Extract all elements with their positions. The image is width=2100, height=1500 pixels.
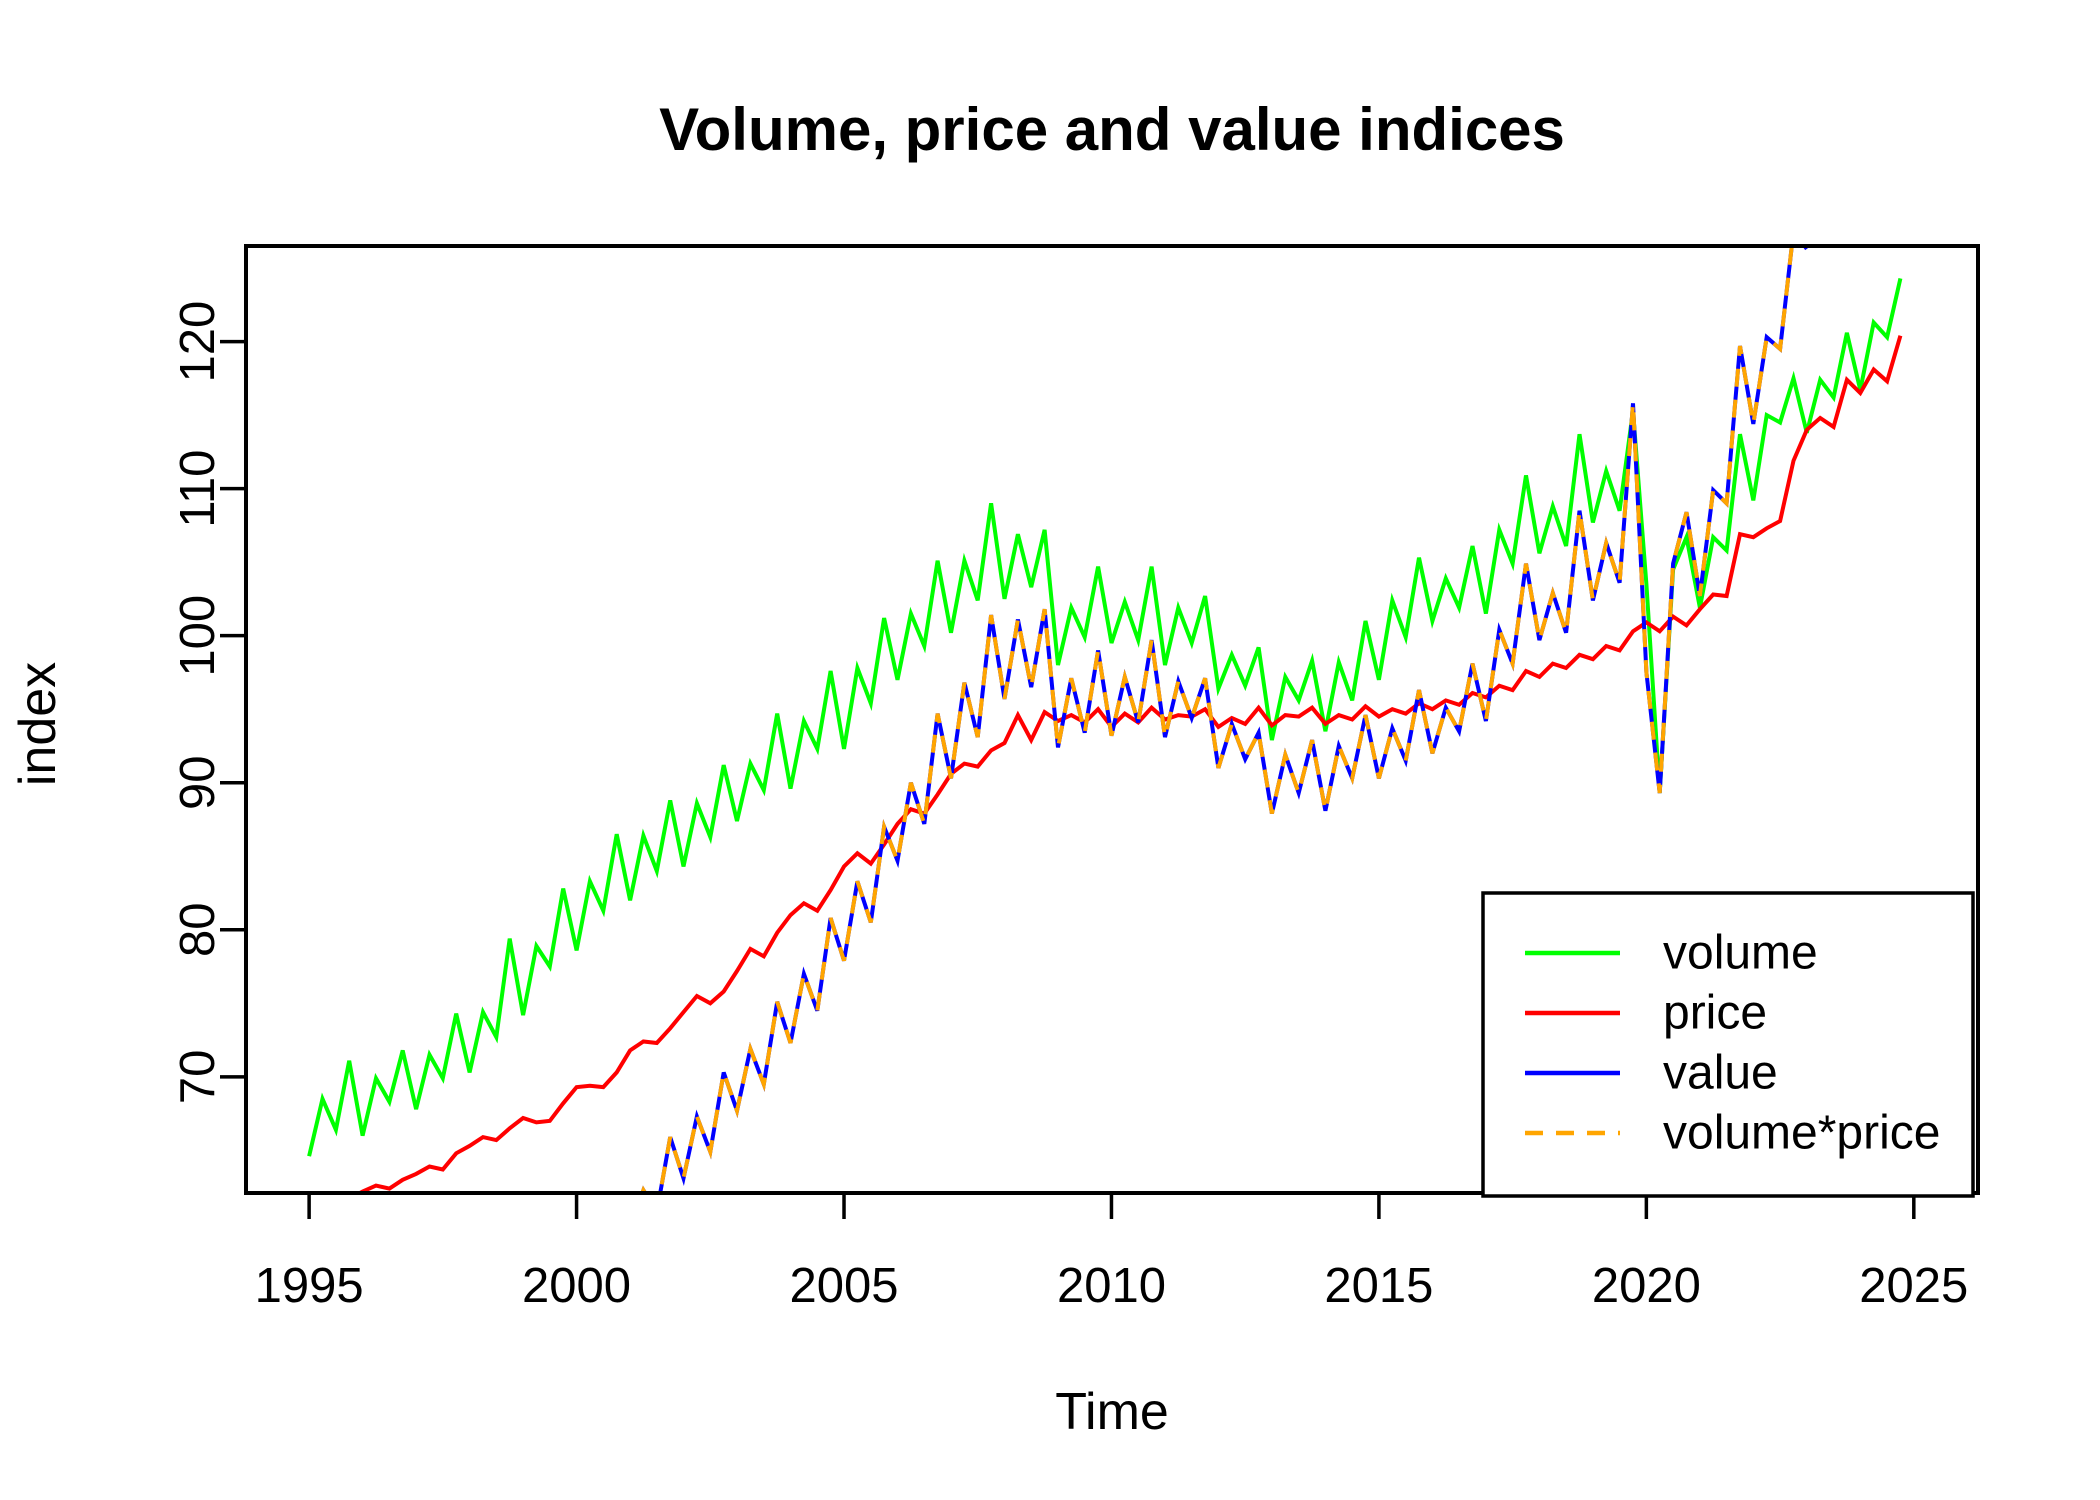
- y-axis-tick-label: 80: [171, 903, 225, 958]
- legend-label: value: [1663, 1047, 1778, 1100]
- legend-label: price: [1663, 987, 1767, 1040]
- x-axis-tick-label: 2015: [1324, 1259, 1433, 1313]
- series-line-price: [355, 335, 1903, 1193]
- x-axis-tick-label: 1995: [255, 1259, 364, 1313]
- legend-box: [1481, 891, 1975, 1198]
- y-axis-tick-label: 70: [171, 1050, 225, 1105]
- x-axis-tick-label: 2020: [1592, 1259, 1701, 1313]
- x-axis-tick-label: 2025: [1859, 1259, 1968, 1313]
- y-axis-tick-label: 100: [171, 595, 225, 677]
- series-line-volume-price: [640, 246, 1809, 1193]
- chart-title: Volume, price and value indices: [659, 96, 1565, 163]
- y-axis-tick-label: 120: [171, 301, 225, 383]
- x-axis-title: Time: [1055, 1383, 1169, 1441]
- y-axis-tick-label: 110: [171, 450, 225, 528]
- legend-label: volume: [1663, 927, 1818, 980]
- y-axis-tick-label: 90: [171, 755, 225, 810]
- x-axis-tick-label: 2010: [1057, 1259, 1166, 1313]
- x-axis-tick-label: 2005: [790, 1259, 899, 1313]
- plot-frame: [244, 244, 1980, 1195]
- legend-label: volume*price: [1663, 1107, 1940, 1160]
- series-lines: [307, 246, 1903, 1193]
- x-axis-tick-label: 2000: [522, 1259, 631, 1313]
